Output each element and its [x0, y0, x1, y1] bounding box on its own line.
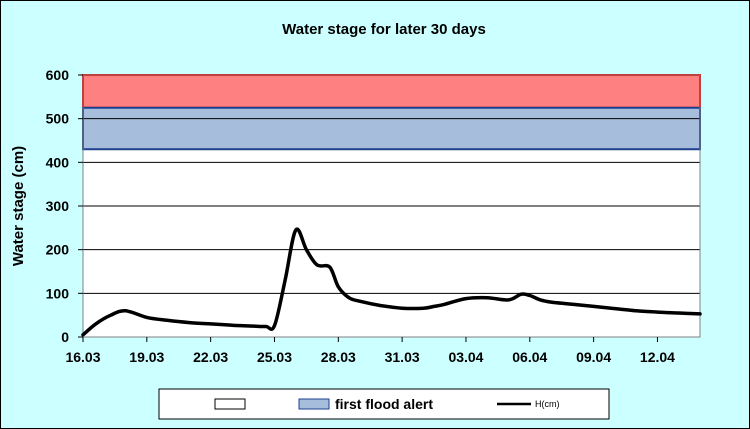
legend-swatch-band-1: [298, 398, 330, 410]
chart-title: Water stage for later 30 days: [282, 21, 486, 38]
legend-label-band-1: first flood alert: [335, 396, 433, 412]
band-0: [82, 74, 701, 109]
legend-label-series: H(cm): [535, 399, 560, 409]
legend: first flood alert H(cm): [158, 388, 610, 420]
gridlines: [83, 118, 700, 294]
legend-swatch-band-0: [214, 398, 246, 410]
threshold-bands: [82, 74, 701, 151]
x-tick-label-8: 09.04: [576, 349, 611, 365]
x-tick-label-1: 19.03: [129, 349, 164, 365]
y-axis-label: Water stage (cm): [10, 146, 27, 266]
series-layer: [81, 227, 702, 337]
y-tick-label-2: 200: [46, 242, 70, 258]
x-axis-ticks: 16.03 19.03 22.03 25.03 28.03 31.03 03.04 06.04…: [65, 337, 675, 365]
y-tick-label-6: 600: [46, 67, 70, 83]
x-tick-label-9: 12.04: [640, 349, 675, 365]
x-tick-label-4: 28.03: [321, 349, 356, 365]
y-tick-label-0: 0: [61, 329, 69, 345]
y-axis-ticks: 0 100 200 300 400 500 600: [46, 67, 83, 345]
x-tick-label-2: 22.03: [193, 349, 228, 365]
y-tick-label-4: 400: [46, 154, 70, 170]
x-tick-label-0: 16.03: [65, 349, 100, 365]
y-tick-label-3: 300: [46, 198, 70, 214]
legend-box: [158, 388, 610, 420]
series-line-0: [81, 227, 702, 337]
x-tick-label-6: 03.04: [448, 349, 483, 365]
y-tick-label-1: 100: [46, 285, 70, 301]
y-tick-label-5: 500: [46, 111, 70, 127]
band-1: [82, 106, 701, 151]
x-tick-label-5: 31.03: [385, 349, 420, 365]
x-tick-label-3: 25.03: [257, 349, 292, 365]
x-tick-label-7: 06.04: [512, 349, 547, 365]
